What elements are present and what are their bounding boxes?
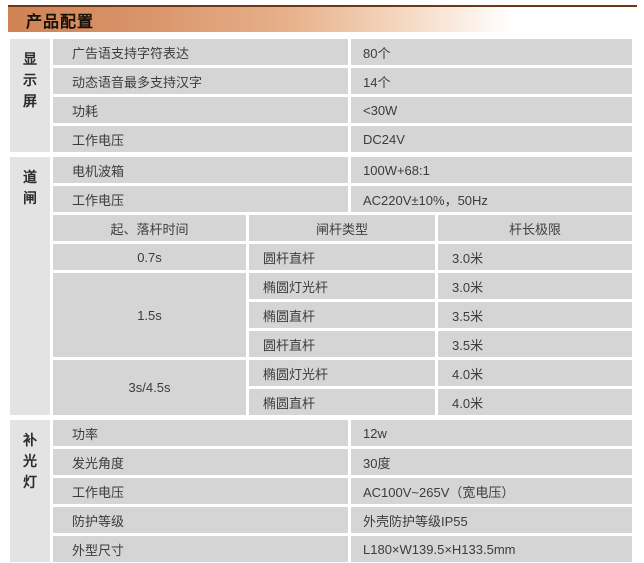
spec-table: 显示屏 广告语支持字符表达 80个 动态语音最多支持汉字 14个 功耗 <30W…: [10, 39, 632, 562]
subtable-header-row: 起、落杆时间 闸杆类型 杆长极限: [53, 215, 632, 241]
table-row: 圆杆直杆 3.5米: [249, 331, 632, 357]
spec-label: 广告语支持字符表达: [53, 39, 348, 65]
table-row: 功率 12w: [53, 420, 632, 446]
spec-value: 12w: [351, 420, 632, 446]
table-row: 椭圆灯光杆 4.0米: [249, 360, 632, 386]
table-row: 椭圆灯光杆 3.0米: [249, 273, 632, 299]
category-cell-fill-light: 补光灯: [10, 420, 50, 562]
arm-type: 椭圆灯光杆: [249, 273, 435, 299]
table-row: 功耗 <30W: [53, 97, 632, 123]
section-fill-light: 补光灯 功率 12w 发光角度 30度 工作电压 AC100V~265V（宽电压…: [10, 420, 632, 562]
arm-length: 3.0米: [438, 273, 632, 299]
table-row: 发光角度 30度: [53, 449, 632, 475]
spec-label: 动态语音最多支持汉字: [53, 68, 348, 94]
arm-length: 4.0米: [438, 360, 632, 386]
table-row: 椭圆直杆 4.0米: [249, 389, 632, 415]
spec-label: 工作电压: [53, 186, 348, 212]
time-value: 3s/4.5s: [53, 360, 246, 415]
page-title: 产品配置: [26, 13, 95, 31]
spec-value: AC100V~265V（宽电压）: [351, 478, 632, 504]
table-row: 外型尺寸 L180×W139.5×H133.5mm: [53, 536, 632, 562]
arm-type: 椭圆直杆: [249, 389, 435, 415]
category-cell-barrier-gate: 道闸: [10, 157, 50, 415]
subtable-header-arm-length: 杆长极限: [438, 215, 632, 241]
spec-value: 100W+68:1: [351, 157, 632, 183]
spec-value: <30W: [351, 97, 632, 123]
section-barrier-gate: 道闸 电机波箱 100W+68:1 工作电压 AC220V±10%，50Hz 起…: [10, 157, 632, 415]
spec-value: L180×W139.5×H133.5mm: [351, 536, 632, 562]
spec-value: 14个: [351, 68, 632, 94]
table-row: 圆杆直杆 3.0米: [249, 244, 632, 270]
subtable-group: 1.5s 椭圆灯光杆 3.0米 椭圆直杆 3.5米 圆杆直杆 3.5米: [53, 273, 632, 357]
section-rows: 功率 12w 发光角度 30度 工作电压 AC100V~265V（宽电压） 防护…: [53, 420, 632, 562]
spec-value: DC24V: [351, 126, 632, 152]
group-rows: 圆杆直杆 3.0米: [249, 244, 632, 270]
table-row: 工作电压 AC220V±10%，50Hz: [53, 186, 632, 212]
arm-length: 3.5米: [438, 302, 632, 328]
arm-type: 圆杆直杆: [249, 331, 435, 357]
time-value: 0.7s: [53, 244, 246, 270]
category-label: 补光灯: [23, 432, 37, 490]
spec-label: 电机波箱: [53, 157, 348, 183]
spec-value: 30度: [351, 449, 632, 475]
spec-label: 工作电压: [53, 478, 348, 504]
table-row: 防护等级 外壳防护等级IP55: [53, 507, 632, 533]
section-rows: 广告语支持字符表达 80个 动态语音最多支持汉字 14个 功耗 <30W 工作电…: [53, 39, 632, 152]
spec-label: 功耗: [53, 97, 348, 123]
table-row: 工作电压 AC100V~265V（宽电压）: [53, 478, 632, 504]
group-rows: 椭圆灯光杆 3.0米 椭圆直杆 3.5米 圆杆直杆 3.5米: [249, 273, 632, 357]
subtable-header-arm-type: 闸杆类型: [249, 215, 435, 241]
spec-label: 功率: [53, 420, 348, 446]
arm-length: 3.5米: [438, 331, 632, 357]
section-display-screen: 显示屏 广告语支持字符表达 80个 动态语音最多支持汉字 14个 功耗 <30W…: [10, 39, 632, 152]
arm-length: 4.0米: [438, 389, 632, 415]
spec-value: 80个: [351, 39, 632, 65]
category-label: 道闸: [23, 169, 37, 206]
spec-label: 工作电压: [53, 126, 348, 152]
table-row: 广告语支持字符表达 80个: [53, 39, 632, 65]
arm-type: 椭圆灯光杆: [249, 360, 435, 386]
table-row: 工作电压 DC24V: [53, 126, 632, 152]
arm-length: 3.0米: [438, 244, 632, 270]
spec-label: 防护等级: [53, 507, 348, 533]
subtable-group: 0.7s 圆杆直杆 3.0米: [53, 244, 632, 270]
table-row: 动态语音最多支持汉字 14个: [53, 68, 632, 94]
subtable-group: 3s/4.5s 椭圆灯光杆 4.0米 椭圆直杆 4.0米: [53, 360, 632, 415]
arm-type: 圆杆直杆: [249, 244, 435, 270]
spec-label: 外型尺寸: [53, 536, 348, 562]
arm-type: 椭圆直杆: [249, 302, 435, 328]
table-row: 电机波箱 100W+68:1: [53, 157, 632, 183]
section-header-bar: 产品配置: [8, 5, 637, 32]
time-value: 1.5s: [53, 273, 246, 357]
category-label: 显示屏: [23, 51, 37, 109]
section-rows: 电机波箱 100W+68:1 工作电压 AC220V±10%，50Hz 起、落杆…: [53, 157, 632, 415]
subtable-header-time: 起、落杆时间: [53, 215, 246, 241]
table-row: 椭圆直杆 3.5米: [249, 302, 632, 328]
spec-label: 发光角度: [53, 449, 348, 475]
category-cell-display-screen: 显示屏: [10, 39, 50, 152]
group-rows: 椭圆灯光杆 4.0米 椭圆直杆 4.0米: [249, 360, 632, 415]
spec-value: AC220V±10%，50Hz: [351, 186, 632, 212]
spec-value: 外壳防护等级IP55: [351, 507, 632, 533]
